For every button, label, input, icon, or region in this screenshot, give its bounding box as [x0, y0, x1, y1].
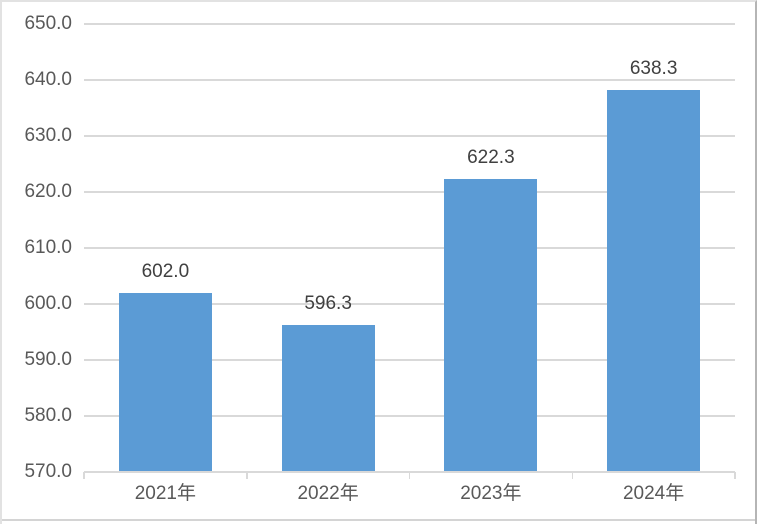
- x-axis-tick-mark: [734, 472, 736, 479]
- y-axis-tick-label: 650.0: [24, 13, 72, 34]
- value-label: 638.3: [629, 57, 678, 79]
- y-axis-tick-label: 600.0: [24, 293, 72, 314]
- gridline: [84, 247, 735, 249]
- x-axis-category-label: 2021年: [134, 483, 197, 504]
- chart-frame-bottom-border: [2, 519, 755, 521]
- gridline: [84, 359, 735, 361]
- bar-2021年: [118, 292, 212, 472]
- x-axis-category-label: 2023年: [460, 483, 522, 504]
- x-axis-tick-mark: [408, 472, 411, 479]
- gridline: [84, 23, 735, 25]
- y-axis-tick-label: 620.0: [24, 181, 72, 202]
- x-axis-tick-mark: [246, 472, 248, 479]
- value-label: 602.0: [141, 260, 190, 282]
- x-axis-category-label: 2024年: [622, 483, 685, 504]
- gridline: [84, 191, 735, 193]
- y-axis-tick-label: 570.0: [24, 461, 72, 482]
- y-axis-tick-label: 630.0: [24, 125, 72, 146]
- gridline: [84, 135, 735, 137]
- x-axis-category-label: 2022年: [297, 483, 359, 504]
- gridline: [84, 79, 735, 81]
- y-axis-tick-label: 580.0: [24, 405, 72, 426]
- gridline: [84, 303, 735, 305]
- x-axis-tick-mark: [83, 472, 85, 479]
- gridline: [84, 415, 735, 417]
- bar-2023年: [444, 179, 538, 472]
- x-axis-tick-mark: [571, 472, 573, 479]
- bar-2022年: [281, 324, 375, 472]
- y-axis-tick-label: 590.0: [24, 349, 72, 370]
- value-label: 596.3: [304, 292, 352, 314]
- y-axis-tick-label: 640.0: [24, 69, 72, 90]
- bar-2024年: [607, 89, 701, 472]
- y-axis-tick-label: 610.0: [24, 237, 72, 258]
- value-label: 622.3: [467, 147, 515, 169]
